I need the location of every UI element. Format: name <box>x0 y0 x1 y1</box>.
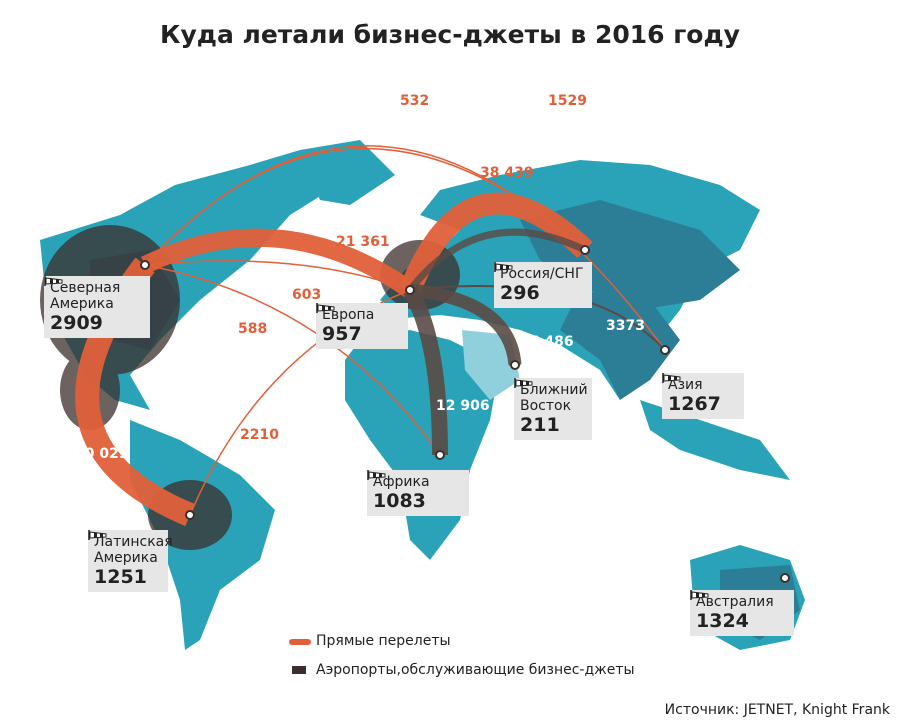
region-label: Австралия 1324 <box>690 590 794 636</box>
airport-count-value: 957 <box>322 323 362 345</box>
region-label: Латинская Америка 1251 <box>88 530 173 592</box>
airport-count-value: 1324 <box>696 610 749 632</box>
airport-count: 1083 <box>367 470 463 512</box>
region-label: Азия 1267 <box>662 373 744 419</box>
flow-label: 16 486 <box>520 334 574 350</box>
region-name: Азия <box>668 377 703 393</box>
flow-label: 21 361 <box>336 234 390 250</box>
legend-airports: Аэропорты,обслуживающие бизнес-джеты <box>316 662 635 678</box>
region-label: Россия/СНГ 296 <box>494 262 592 308</box>
region-name: Ближний Восток <box>520 382 588 414</box>
flow-label: 1529 <box>548 93 587 109</box>
region-label: Африка 1083 <box>367 470 469 516</box>
airport-count-value: 1083 <box>373 490 426 512</box>
flow-label: 12 906 <box>436 398 490 414</box>
airport-count-value: 2909 <box>50 312 103 334</box>
windsock-icon <box>316 303 335 313</box>
airport-count: 1251 <box>88 530 162 588</box>
source: Источник: JETNET, Knight Frank <box>664 702 890 718</box>
flow-label: 3373 <box>606 318 645 334</box>
airport-count: 211 <box>514 378 586 436</box>
region-label: Европа 957 <box>316 303 408 349</box>
airport-count: 296 <box>494 262 586 304</box>
flow-label: 38 439 <box>480 165 534 181</box>
region-label: Северная Америка 2909 <box>44 276 150 338</box>
windsock-icon <box>690 590 709 600</box>
legend-swatch-airports <box>292 666 306 674</box>
region-name: Латинская Америка <box>94 534 173 566</box>
flow-label: 2210 <box>240 427 279 443</box>
windsock-icon <box>662 373 681 383</box>
airport-count: 2909 <box>44 276 144 334</box>
region-name: Россия/СНГ <box>500 266 584 282</box>
airport-count-value: 296 <box>500 282 540 304</box>
region-label: Ближний Восток 211 <box>514 378 592 440</box>
windsock-icon <box>44 276 63 286</box>
region-name: Европа <box>322 307 375 323</box>
title: Куда летали бизнес-джеты в 2016 году <box>160 20 740 49</box>
flow-label: 588 <box>238 321 268 337</box>
airport-count: 1324 <box>690 590 788 632</box>
windsock-icon <box>88 530 107 540</box>
windsock-icon <box>494 262 513 272</box>
flow-label: 532 <box>400 93 430 109</box>
airport-count: 957 <box>316 303 402 345</box>
region-name: Северная Америка <box>50 280 121 312</box>
airport-count-value: 211 <box>520 414 560 436</box>
airport-count-value: 1251 <box>94 566 147 588</box>
flow-label: 80 029 <box>75 446 129 462</box>
hubs <box>140 245 790 583</box>
airport-count-value: 1267 <box>668 393 721 415</box>
flow-label: 603 <box>292 287 322 303</box>
windsock-icon <box>514 378 533 388</box>
region-name: Африка <box>373 474 430 490</box>
legend-direct: Прямые перелеты <box>316 633 451 649</box>
windsock-icon <box>367 470 386 480</box>
region-name: Австралия <box>696 594 774 610</box>
airport-count: 1267 <box>662 373 738 415</box>
